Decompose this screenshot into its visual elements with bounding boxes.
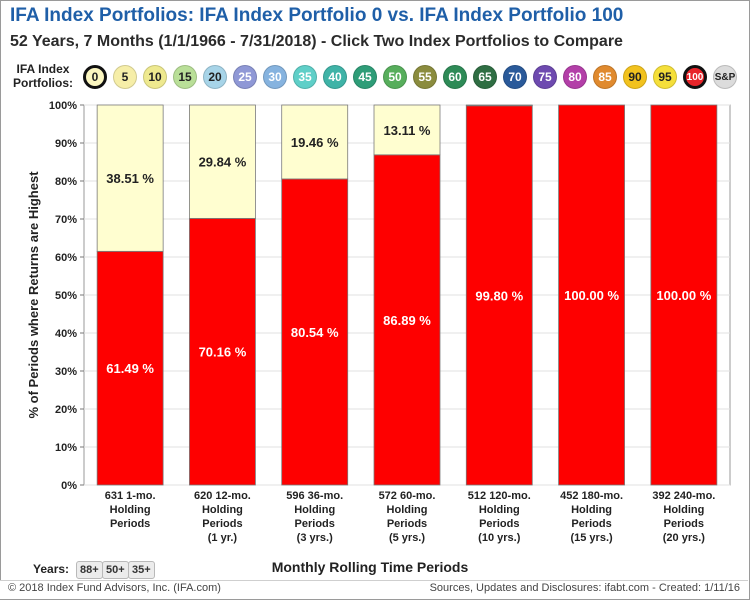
y-tick-label: 0% [61,480,77,492]
bar-segment-portfolio-100 [96,250,164,486]
x-category-label: 620 12-mo. Holding Periods (1 yr.) [194,490,251,544]
x-category-label: 631 1-mo. Holding Periods [105,490,156,530]
portfolio-button-50[interactable]: 50 [383,65,407,89]
portfolio-button-95[interactable]: 95 [653,65,677,89]
y-axis-title: % of Periods where Returns are Highest [26,171,41,419]
bar-value-label: 99.80 % [475,288,523,303]
portfolio-button-0[interactable]: 0 [83,65,107,89]
portfolio-label-line2: Portfolios: [13,76,73,90]
y-tick-label: 60% [55,252,77,264]
x-category-label: 512 120-mo. Holding Periods (10 yrs.) [468,490,531,544]
bar-value-label: 38.51 % [106,171,154,186]
years-option-88plus[interactable]: 88+ [76,561,103,579]
portfolio-label-line1: IFA Index [16,62,70,76]
bar-value-label: 86.89 % [383,313,431,328]
years-filter-label: Years: [33,562,70,576]
bar-segment-portfolio-0 [373,104,441,156]
portfolio-button-75[interactable]: 75 [533,65,557,89]
page-title: IFA Index Portfolios: IFA Index Portfoli… [10,5,624,26]
bar-segment-portfolio-0 [96,104,164,252]
bar-segment-portfolio-100 [189,217,256,486]
portfolio-button-55[interactable]: 55 [413,65,437,89]
bar-segment-portfolio-100 [373,154,441,486]
page-subtitle: 52 Years, 7 Months (1/1/1966 - 7/31/2018… [10,33,623,50]
y-tick-label: 30% [55,366,77,378]
portfolio-button-80[interactable]: 80 [563,65,587,89]
portfolio-button-5[interactable]: 5 [113,65,137,89]
x-category-label: 392 240-mo. Holding Periods (20 yrs.) [652,490,715,544]
bar-segment-portfolio-100 [465,105,533,486]
x-category-label: 572 60-mo. Holding Periods (5 yrs.) [379,490,436,544]
years-option-35plus[interactable]: 35+ [128,561,155,579]
bar-segment-portfolio-100 [558,104,625,486]
bar-value-label: 80.54 % [291,325,339,340]
copyright-text: © 2018 Index Fund Advisors, Inc. (IFA.co… [8,582,221,594]
y-tick-label: 10% [55,442,77,454]
y-tick-label: 80% [55,176,77,188]
bar-segment-portfolio-0 [281,104,349,180]
portfolio-button-25[interactable]: 25 [233,65,257,89]
portfolio-button-sandp[interactable]: S&P [713,65,737,89]
bar-value-label: 70.16 % [199,345,247,360]
portfolio-button-35[interactable]: 35 [293,65,317,89]
x-category-label: 596 36-mo. Holding Periods (3 yrs.) [286,490,343,544]
bar-segment-portfolio-100 [281,178,349,486]
portfolio-button-70[interactable]: 70 [503,65,527,89]
portfolio-button-15[interactable]: 15 [173,65,197,89]
portfolio-button-40[interactable]: 40 [323,65,347,89]
portfolio-button-85[interactable]: 85 [593,65,617,89]
bar-value-label: 19.46 % [291,135,339,150]
bar-value-label: 100.00 % [564,288,619,303]
y-tick-label: 40% [55,328,77,340]
y-tick-label: 100% [49,100,77,112]
portfolio-selector-label: IFA Index Portfolios: [8,62,78,90]
sources-link[interactable]: Sources, Updates and Disclosures: ifabt.… [429,582,740,594]
bar-segment-portfolio-0 [465,104,533,107]
portfolio-selector: 0 5 10 15 20 25 30 35 40 45 50 55 60 65 70 75 80 85 90 95 10… [83,63,745,91]
bar-value-label: 61.49 % [106,361,154,376]
portfolio-button-20[interactable]: 20 [203,65,227,89]
y-tick-label: 90% [55,138,77,150]
y-tick-label: 20% [55,404,77,416]
bar-value-label: 29.84 % [199,155,247,170]
portfolio-button-30[interactable]: 30 [263,65,287,89]
portfolio-button-65[interactable]: 65 [473,65,497,89]
x-axis-title: Monthly Rolling Time Periods [271,559,469,575]
x-category-label: 452 180-mo. Holding Periods (15 yrs.) [560,490,623,544]
portfolio-button-60[interactable]: 60 [443,65,467,89]
bar-value-label: 13.11 % [384,123,431,138]
bar-value-label: 100.00 % [656,288,711,303]
bar-segment-portfolio-100 [650,104,718,486]
portfolio-button-10[interactable]: 10 [143,65,167,89]
portfolio-button-100[interactable]: 100 [683,65,707,89]
portfolio-button-90[interactable]: 90 [623,65,647,89]
bar-segment-portfolio-0 [189,104,256,219]
portfolio-button-45[interactable]: 45 [353,65,377,89]
stacked-bar-chart: 0% 10% 20% 30% 40% 50% 60% 70% 80% 90% 100% % of Pe… [26,100,731,544]
y-tick-label: 70% [55,214,77,226]
years-option-50plus[interactable]: 50+ [102,561,129,579]
y-tick-label: 50% [55,290,77,302]
footer-bar [0,580,748,599]
